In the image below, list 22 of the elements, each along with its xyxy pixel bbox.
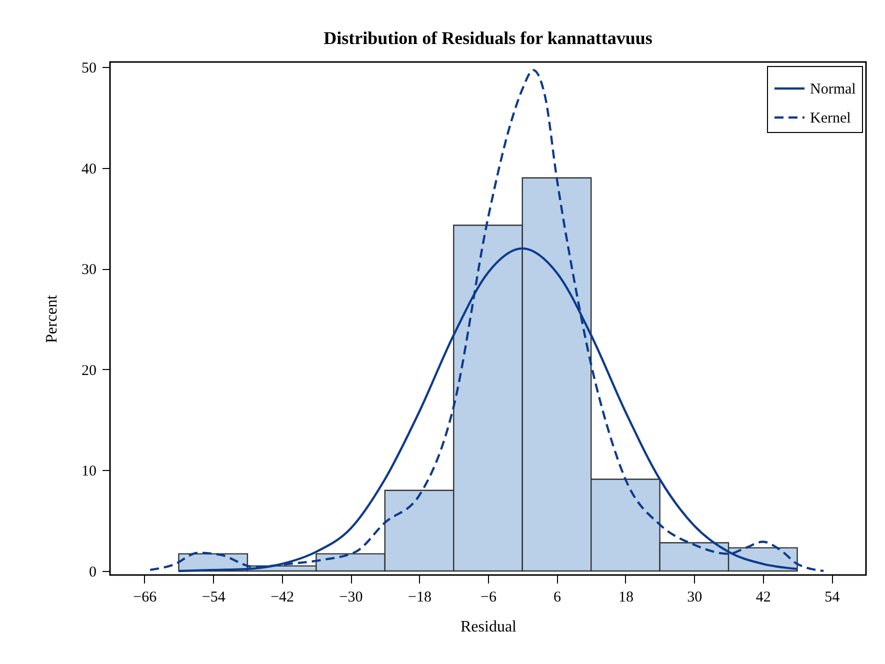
chart-title: Distribution of Residuals for kannattavuus xyxy=(324,28,652,48)
y-tick-label: 20 xyxy=(82,362,96,379)
x-axis-title: Residual xyxy=(460,618,518,636)
x-tick-label: 30 xyxy=(687,590,702,606)
y-tick-label: 30 xyxy=(82,262,96,278)
y-tick-label: 50 xyxy=(82,60,96,77)
x-tick-label: −54 xyxy=(202,590,226,606)
x-tick-label: 54 xyxy=(824,590,840,606)
x-tick-label: 42 xyxy=(756,590,771,606)
y-axis-title: Percent xyxy=(44,294,60,343)
x-tick-label: −42 xyxy=(270,590,294,606)
x-tick-label: −66 xyxy=(133,590,158,606)
x-tick-label: −6 xyxy=(480,590,497,606)
legend-label: Kernel xyxy=(810,110,851,126)
x-tick-label: 6 xyxy=(553,590,562,606)
legend-label: Normal xyxy=(810,82,856,98)
x-tick-label: −18 xyxy=(408,590,432,606)
x-tick-label: 18 xyxy=(618,590,634,606)
y-tick-label: 0 xyxy=(89,564,96,580)
y-tick-label: 40 xyxy=(82,161,96,178)
x-tick-label: −30 xyxy=(339,590,363,606)
y-tick-label: 10 xyxy=(82,464,96,480)
